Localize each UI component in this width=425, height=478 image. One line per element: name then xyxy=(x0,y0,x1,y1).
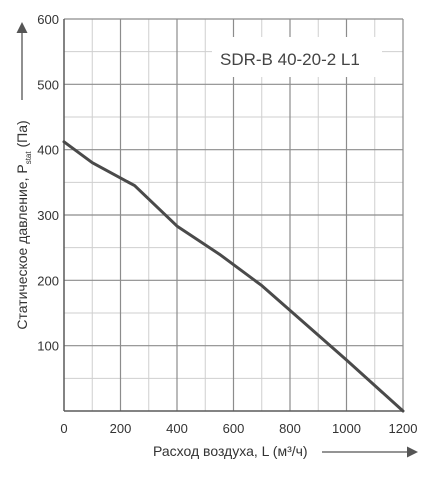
major-grid xyxy=(64,18,404,411)
x-tick-label: 1200 xyxy=(389,421,418,436)
y-tick-label: 200 xyxy=(37,273,59,288)
axes xyxy=(63,19,403,412)
annotation-box xyxy=(212,37,382,77)
x-tick-label: 400 xyxy=(166,421,188,436)
y-axis-label-suffix: (Па) xyxy=(14,120,30,151)
y-axis-label-subscript: stat xyxy=(24,151,33,165)
x-tick-label: 200 xyxy=(110,421,132,436)
series-line xyxy=(62,140,405,413)
y-tick-label: 400 xyxy=(37,143,59,158)
x-tick-label: 0 xyxy=(60,421,67,436)
y-tick-label: 300 xyxy=(37,208,59,223)
x-axis-arrow-icon xyxy=(322,446,418,458)
y-axis-label-main: Статическое давление, P xyxy=(14,164,30,329)
y-axis-label: Статическое давление, Pstat (Па) xyxy=(14,120,33,329)
y-axis-arrow-icon xyxy=(16,22,28,100)
x-tick-label: 800 xyxy=(279,421,301,436)
chart-annotation: SDR-B 40-20-2 L1 xyxy=(220,50,360,69)
tick-labels: 0 200 400 600 800 1000 1200 100 200 300 400 500 600 xyxy=(37,12,417,436)
y-tick-label: 600 xyxy=(37,12,59,27)
series-group xyxy=(62,140,405,413)
x-tick-label: 1000 xyxy=(332,421,361,436)
y-tick-label: 500 xyxy=(37,77,59,92)
x-tick-label: 600 xyxy=(223,421,245,436)
y-tick-label: 100 xyxy=(37,339,59,354)
x-axis-label: Расход воздуха, L (м³/ч) xyxy=(153,443,308,459)
